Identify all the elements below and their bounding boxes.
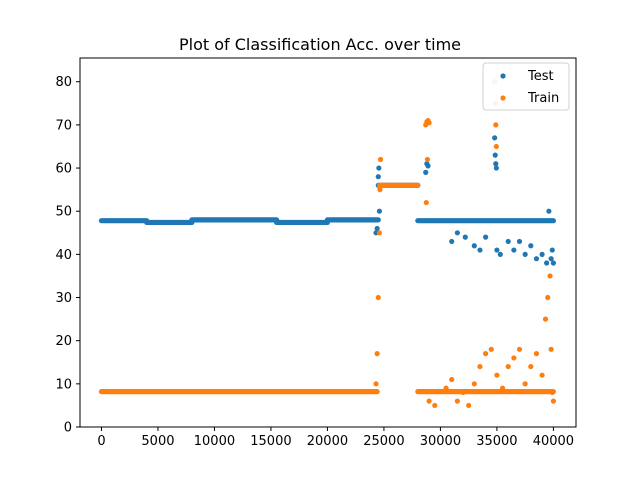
data-point-test [522,251,528,257]
data-point-train [545,294,551,301]
legend-marker-train [500,95,506,101]
data-point-train [493,122,499,128]
data-point-train [528,363,534,370]
data-point-test [375,174,381,180]
y-tick-label: 40 [55,248,72,263]
data-point-train [423,199,429,206]
data-point-train [483,351,489,357]
x-tick-label: 0 [97,434,105,449]
data-point-train [443,385,449,391]
data-point-test [528,243,534,249]
data-point-test [449,238,455,245]
data-point-test [516,238,523,245]
data-point-test [550,260,557,266]
y-tick-label: 50 [55,205,72,220]
x-tick-label: 15000 [250,434,291,449]
data-point-train [533,351,540,357]
data-point-test [549,247,555,253]
x-tick-label: 10000 [194,434,235,449]
data-point-train [494,372,500,378]
data-point-test [544,260,550,266]
data-point-train [373,381,379,387]
data-point-test [505,238,511,245]
x-tick-label: 5000 [141,434,174,449]
data-point-train [426,398,432,404]
data-point-train [549,389,555,396]
data-point-test [483,234,489,240]
data-point-train [449,376,455,383]
data-point-test [376,165,382,171]
data-point-test [376,208,383,214]
data-point-train [511,355,517,361]
data-point-test [539,251,545,257]
data-point-test [493,165,499,171]
data-point-test [423,169,429,175]
data-point-test [462,234,468,240]
data-point-train [493,143,499,150]
x-tick-label: 30000 [420,434,461,449]
axes-frame [79,57,577,428]
data-point-test [471,243,477,249]
data-point-train [460,389,466,396]
data-point-test [493,161,499,167]
data-point-train [376,230,383,236]
data-point-test [374,225,380,232]
x-tick-label: 40000 [533,434,574,449]
y-tick-label: 60 [55,162,72,177]
data-point-test [494,247,500,253]
y-tick-label: 0 [64,421,72,436]
data-point-train [466,402,472,409]
data-point-train [426,120,432,126]
data-point-train [432,402,438,409]
data-point-train [471,381,477,387]
y-tick-label: 70 [55,118,72,133]
data-point-train [548,346,554,352]
y-tick-label: 30 [55,291,72,306]
y-tick-label: 20 [55,334,72,349]
series-test [98,135,557,266]
y-tick-label: 80 [55,75,72,90]
data-point-test [477,247,483,253]
series-train [98,79,557,409]
x-tick-label: 35000 [476,434,517,449]
plot-area [98,79,557,409]
data-point-train [424,156,431,163]
data-point-test [497,251,503,257]
data-point-test [492,135,498,141]
data-point-train [516,346,523,352]
x-tick-label: 25000 [363,434,404,449]
data-point-test [548,256,554,262]
data-point-train [477,363,483,370]
legend-label-test: Test [527,69,554,84]
data-point-test [454,230,460,236]
x-axis: 0 5000 10000 15000 20000 25000 30000 35000 40000 [97,427,574,449]
y-axis: 0 10 20 30 40 50 60 70 80 [55,75,80,436]
data-point-train [377,187,383,193]
data-point-train [377,156,384,163]
chart-title: Plot of Classification Acc. over time [179,35,461,54]
legend: Test Train [482,62,570,111]
data-point-test [546,208,552,214]
data-point-train [454,398,460,404]
y-tick-label: 10 [55,377,72,392]
data-point-test [492,152,498,158]
data-point-train [542,316,549,322]
legend-label-train: Train [527,91,559,106]
data-point-train [539,372,545,378]
data-point-train [505,363,511,370]
data-point-train [374,351,380,357]
data-point-train [550,398,557,404]
data-point-test [425,163,431,169]
data-point-train [522,381,528,387]
data-point-train [375,294,381,301]
data-point-test [533,256,540,262]
data-point-train [547,273,553,279]
legend-marker-test [500,73,506,79]
data-point-test [511,247,517,253]
data-point-train [499,385,506,391]
data-point-train [488,346,494,352]
x-tick-label: 20000 [307,434,348,449]
